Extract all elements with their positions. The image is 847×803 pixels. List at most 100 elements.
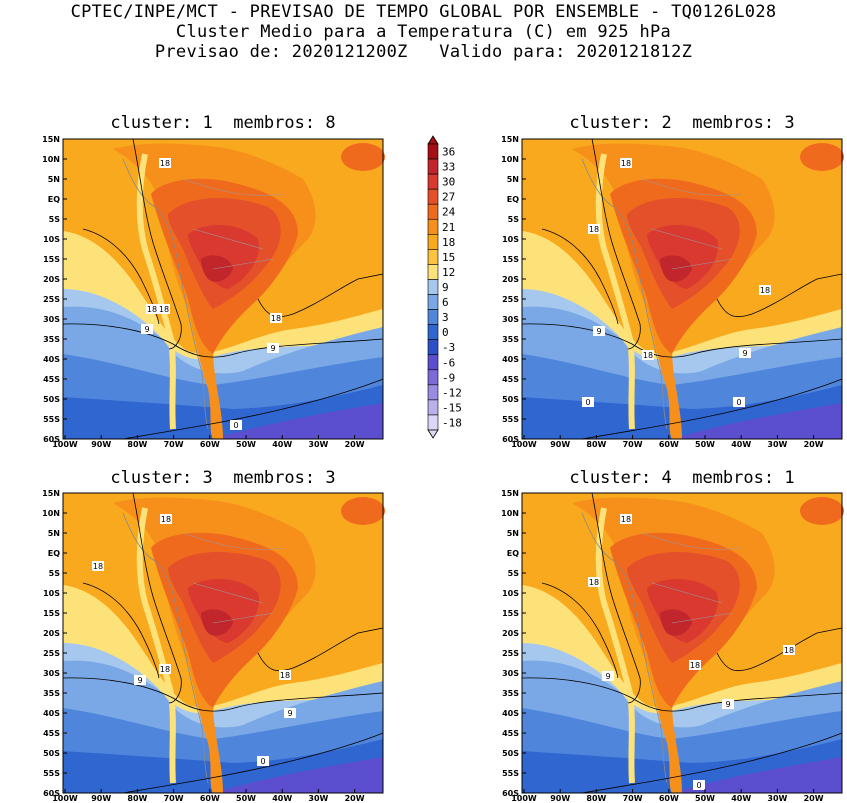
contour-line [716, 273, 843, 318]
contour-label: 18 [159, 664, 171, 674]
map-frame [521, 492, 843, 794]
contour-line [132, 492, 182, 704]
lon-label: 50W [236, 440, 256, 449]
lat-label: 25S [43, 649, 60, 658]
panel-3-title: cluster: 3 membros: 3 [110, 468, 336, 488]
colorbar-label: 21 [442, 221, 455, 234]
lat-label: 30S [502, 315, 519, 324]
contour-line [521, 677, 843, 712]
contour-label-bg [134, 675, 146, 685]
lon-label: 50W [695, 794, 715, 803]
contour-label-bg [582, 397, 594, 407]
colorbar-label: 27 [442, 191, 455, 204]
lat-label: 50S [43, 749, 60, 758]
contour-line [257, 273, 384, 318]
contour-label: 9 [739, 348, 751, 358]
contour-label-text: 18 [160, 665, 170, 674]
contour-label: 18 [270, 313, 282, 323]
contour-label-text: 9 [144, 325, 149, 334]
lat-label: 5S [49, 569, 61, 578]
andes-strip [136, 507, 176, 784]
lat-label: 5S [508, 215, 520, 224]
lon-label: 70W [164, 440, 184, 449]
field-band [647, 578, 718, 643]
lat-label: 55S [43, 415, 60, 424]
contour-label: 0 [693, 780, 705, 790]
contour-line [591, 138, 641, 350]
lat-label: 5N [507, 175, 519, 184]
lon-label: 40W [731, 440, 751, 449]
contour-line [122, 732, 384, 794]
contour-label-bg [588, 224, 600, 234]
contour-label-bg [146, 304, 158, 314]
lon-label: 30W [767, 440, 787, 449]
colorbar-swatch [427, 249, 439, 265]
contour-label-text: 18 [589, 225, 599, 234]
field-band [188, 224, 259, 289]
panel-1-title: cluster: 1 membros: 8 [110, 113, 336, 133]
field-band [672, 757, 842, 793]
lon-label: 60W [200, 440, 220, 449]
lat-label: 40S [502, 355, 519, 364]
temperature-field [521, 138, 844, 440]
lat-label: 15S [502, 609, 519, 618]
lat-label: 35S [43, 689, 60, 698]
lon-label: 20W [804, 440, 824, 449]
contour-label-text: 9 [605, 672, 610, 681]
contour-label-text: 0 [736, 398, 741, 407]
lat-label: 40S [502, 709, 519, 718]
contour-label-text: 9 [742, 349, 747, 358]
colorbar-label: 6 [442, 296, 449, 309]
contour-label: 0 [230, 420, 242, 430]
colorbar-label: 24 [442, 206, 456, 219]
forecast-dates: Previsao de: 2020121200Z Valido para: 20… [154, 42, 693, 62]
contour-line [82, 582, 160, 679]
contour-label: 18 [159, 158, 171, 168]
panel-4-title: cluster: 4 membros: 1 [569, 468, 795, 488]
lat-label: 40S [43, 355, 60, 364]
contour-label-bg [588, 577, 600, 587]
contour-label-bg [620, 514, 632, 524]
colorbar-swatch [427, 234, 439, 250]
contour-line [541, 228, 619, 325]
contour-label: 18 [588, 577, 600, 587]
contour-line [591, 492, 641, 704]
contour-line [716, 627, 843, 672]
colorbar-label: -3 [442, 341, 455, 354]
colorbar-swatch [427, 279, 439, 295]
map-frame [62, 492, 384, 794]
contour-label-bg [593, 326, 605, 336]
lon-label: 20W [345, 794, 365, 803]
contour-label-bg [92, 561, 104, 571]
lat-label: 15S [43, 609, 60, 618]
contour-label-bg [620, 158, 632, 168]
country-borders [182, 532, 284, 624]
lon-label: 100W [52, 440, 78, 449]
lat-label: 20S [43, 629, 60, 638]
lat-label: EQ [48, 549, 60, 558]
lon-label: 70W [623, 440, 643, 449]
lat-label: 60S [502, 789, 519, 798]
contour-label: 9 [722, 699, 734, 709]
colorbar-swatch [427, 158, 439, 175]
andes-strip [595, 153, 635, 430]
field-band [213, 403, 383, 439]
contour-label-text: 0 [585, 398, 590, 407]
lon-label: 80W [127, 794, 147, 803]
colorbar-label: 18 [442, 236, 455, 249]
contour-label-text: 9 [287, 709, 292, 718]
lat-label: 35S [43, 335, 60, 344]
field-band [800, 497, 844, 525]
contour-label-bg [284, 708, 296, 718]
contour-label-bg [642, 350, 654, 360]
lon-label: 20W [804, 794, 824, 803]
lon-label: 20W [345, 440, 365, 449]
contour-label-text: 18 [160, 159, 170, 168]
contour-line [581, 378, 843, 440]
field-band [672, 403, 842, 439]
lat-label: 30S [43, 669, 60, 678]
lon-label: 80W [127, 440, 147, 449]
lat-label: 60S [43, 789, 60, 798]
colorbar-swatch [427, 369, 439, 386]
